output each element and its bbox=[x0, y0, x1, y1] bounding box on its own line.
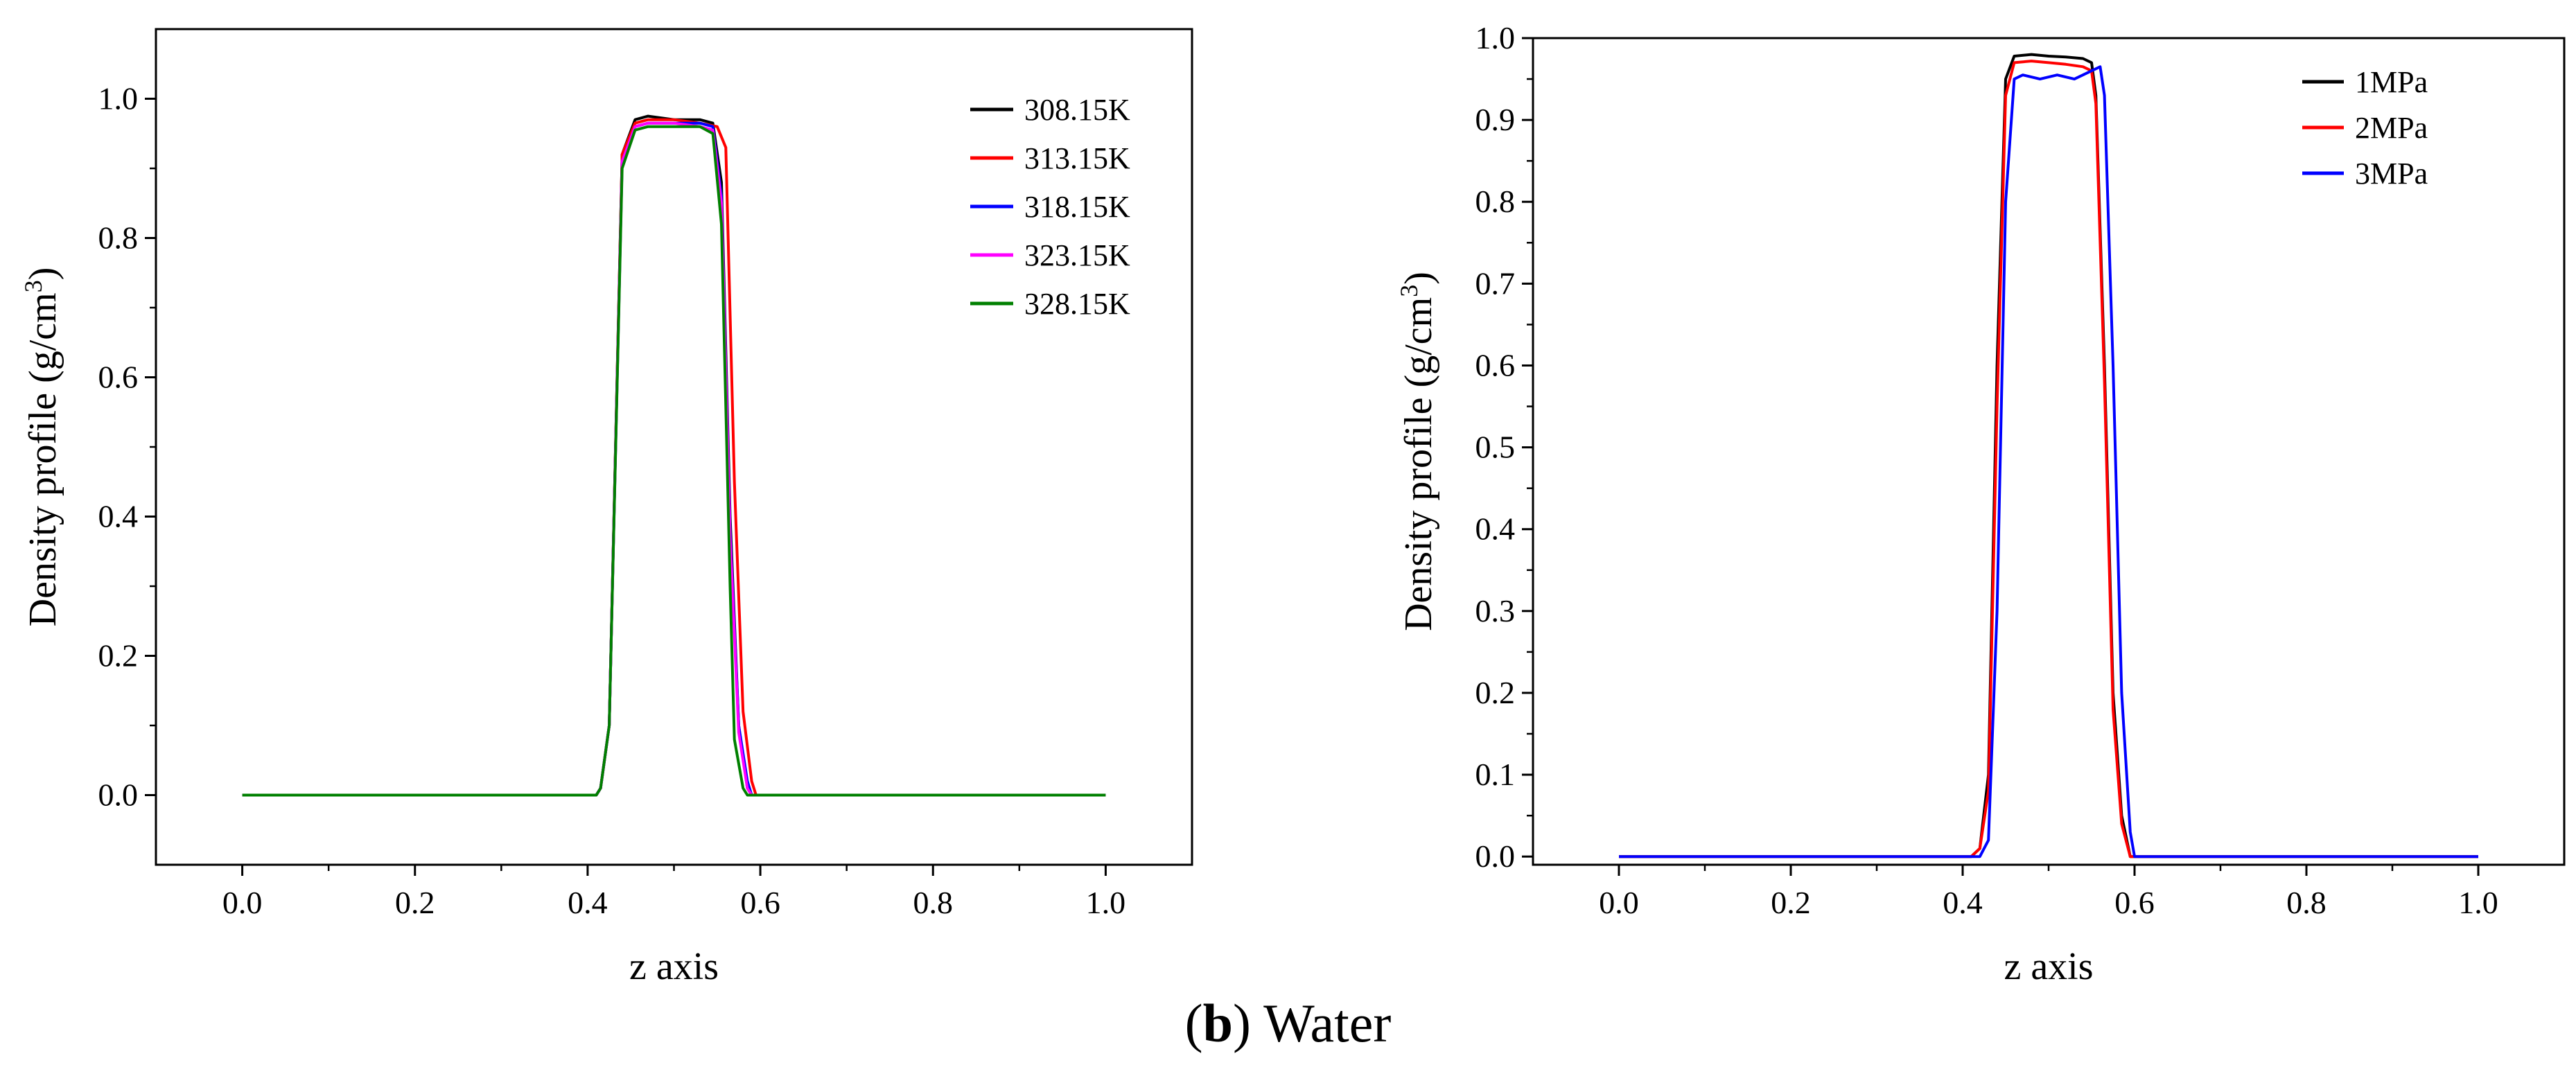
x-tick-label: 0.2 bbox=[395, 885, 435, 920]
x-tick-label: 0.0 bbox=[1599, 885, 1639, 920]
legend-label-318.15K: 318.15K bbox=[1024, 190, 1130, 224]
legend-label-328.15K: 328.15K bbox=[1024, 287, 1130, 321]
x-tick-label: 0.2 bbox=[1771, 885, 1811, 920]
series-line-308.15K bbox=[242, 114, 1106, 797]
legend-label-1MPa: 1MPa bbox=[2355, 65, 2428, 99]
y-tick-label: 0.0 bbox=[1475, 838, 1516, 874]
x-tick-label: 1.0 bbox=[1086, 885, 1126, 920]
legend-label-308.15K: 308.15K bbox=[1024, 93, 1130, 127]
y-tick-label: 0.6 bbox=[98, 360, 139, 395]
y-axis-label: Density profile (g/cm3) bbox=[1395, 272, 1440, 631]
y-tick-label: 0.9 bbox=[1475, 102, 1516, 137]
y-tick-label: 0.3 bbox=[1475, 593, 1516, 628]
series-line-318.15K bbox=[242, 121, 1106, 797]
x-tick-label: 0.4 bbox=[1943, 885, 1983, 920]
y-tick-label: 0.2 bbox=[1475, 675, 1516, 710]
caption-letter: b bbox=[1202, 993, 1234, 1053]
caption-text: Water bbox=[1263, 993, 1392, 1053]
legend-label-323.15K: 323.15K bbox=[1024, 238, 1130, 272]
x-axis-label: z axis bbox=[2004, 945, 2093, 988]
y-tick-label: 0.2 bbox=[98, 638, 139, 674]
y-tick-label: 0.5 bbox=[1475, 430, 1516, 465]
y-tick-label: 0.8 bbox=[98, 220, 139, 256]
legend-label-2MPa: 2MPa bbox=[2355, 111, 2428, 145]
y-tick-label: 0.7 bbox=[1475, 265, 1516, 301]
y-tick-label: 1.0 bbox=[98, 81, 139, 116]
x-tick-label: 0.4 bbox=[568, 885, 608, 920]
y-tick-label: 0.6 bbox=[1475, 347, 1516, 382]
x-tick-label: 0.6 bbox=[740, 885, 780, 920]
series-line-1MPa bbox=[1619, 53, 2478, 859]
series-line-3MPa bbox=[1619, 65, 2478, 859]
caption-open-paren: ( bbox=[1184, 993, 1203, 1053]
x-axis-label: z axis bbox=[629, 945, 719, 988]
y-tick-label: 0.4 bbox=[1475, 511, 1516, 547]
y-tick-label: 0.0 bbox=[98, 777, 139, 813]
x-tick-label: 1.0 bbox=[2458, 885, 2498, 920]
y-axis-label: Density profile (g/cm3) bbox=[19, 267, 64, 627]
legend-label-313.15K: 313.15K bbox=[1024, 141, 1130, 175]
caption-close-paren: ) bbox=[1233, 993, 1251, 1053]
series-line-2MPa bbox=[1619, 60, 2478, 859]
y-tick-label: 0.8 bbox=[1475, 184, 1516, 219]
y-tick-label: 0.1 bbox=[1475, 757, 1516, 792]
y-tick-label: 0.4 bbox=[98, 499, 139, 534]
y-tick-label: 1.0 bbox=[1475, 20, 1516, 55]
chart-left-temperature: 0.0 0.2 0.4 0.6 0.8 1.0 0.0 0.2 0.4 0.6 0.8 1.0 z ax… bbox=[19, 28, 1193, 988]
figure-caption: (b) Water bbox=[0, 992, 2576, 1055]
series-line-323.15K bbox=[242, 121, 1106, 797]
series-line-328.15K bbox=[242, 125, 1106, 797]
x-tick-label: 0.0 bbox=[222, 885, 263, 920]
x-tick-label: 0.8 bbox=[2286, 885, 2327, 920]
legend-label-3MPa: 3MPa bbox=[2355, 157, 2428, 191]
series-line-313.15K bbox=[242, 118, 1106, 797]
chart-right-pressure: 0.0 0.2 0.4 0.6 0.8 1.0 0.0 0.1 0.2 0.3 0.4 0.5 0.6 0… bbox=[1395, 20, 2566, 988]
x-tick-label: 0.6 bbox=[2114, 885, 2155, 920]
x-tick-label: 0.8 bbox=[913, 885, 954, 920]
